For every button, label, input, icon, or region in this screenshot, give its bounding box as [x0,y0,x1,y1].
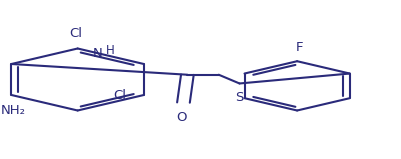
Text: S: S [235,91,244,104]
Text: Cl: Cl [113,89,126,101]
Text: Cl: Cl [69,27,82,40]
Text: F: F [296,41,303,54]
Text: N: N [93,47,102,60]
Text: NH₂: NH₂ [1,104,26,117]
Text: O: O [176,111,187,124]
Text: H: H [106,44,115,57]
